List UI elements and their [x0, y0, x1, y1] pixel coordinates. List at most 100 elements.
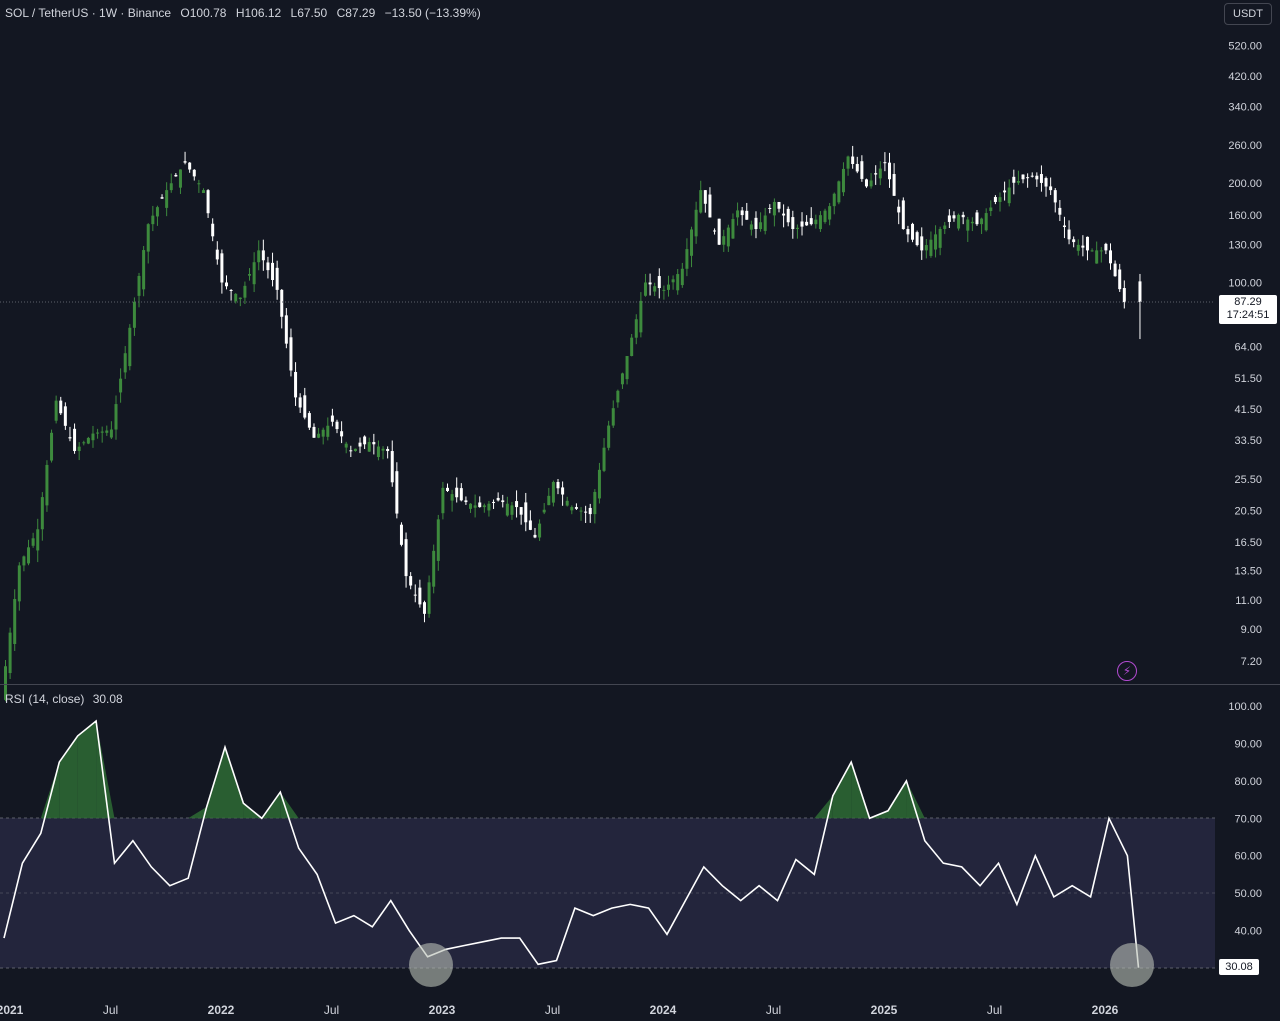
- price-tick-label: 7.20: [1241, 656, 1262, 668]
- candle-body: [685, 249, 689, 269]
- candle-body: [676, 274, 680, 291]
- candle-body: [225, 282, 228, 287]
- candle-body: [782, 213, 786, 216]
- candle-body: [653, 286, 657, 292]
- candle-body: [252, 262, 256, 285]
- candle-body: [1072, 239, 1076, 243]
- candle-body: [1007, 187, 1011, 204]
- candle-body: [1138, 281, 1142, 303]
- candle-body: [570, 507, 574, 511]
- currency-button[interactable]: USDT: [1224, 3, 1272, 25]
- candle-body: [625, 356, 629, 380]
- candle-body: [754, 217, 758, 230]
- candle-body: [703, 190, 707, 204]
- candle-body: [828, 206, 832, 220]
- candle-body: [1062, 225, 1066, 228]
- candle-body: [418, 587, 422, 605]
- candle-body: [768, 208, 772, 210]
- candle-body: [151, 215, 155, 225]
- candle-body: [809, 218, 813, 225]
- time-tick-label: Jul: [987, 1003, 1002, 1017]
- candle-body: [427, 582, 431, 614]
- candle-body: [294, 371, 298, 398]
- candle-body: [376, 446, 380, 458]
- candle-body: [261, 250, 265, 261]
- candle-body: [620, 373, 624, 385]
- candle-body: [473, 505, 477, 508]
- candle-body: [1067, 229, 1071, 240]
- candle-body: [211, 223, 215, 237]
- candle-body: [243, 285, 247, 298]
- candle-body: [289, 337, 293, 371]
- candle-body: [648, 282, 652, 285]
- candle-body: [694, 209, 698, 237]
- candle-body: [77, 446, 81, 452]
- rsi-legend[interactable]: RSI (14, close) 30.08: [5, 692, 128, 706]
- candle-body: [602, 447, 606, 471]
- candle-body: [464, 500, 468, 503]
- candle-body: [708, 194, 712, 218]
- candle-body: [344, 443, 348, 448]
- candle-body: [59, 400, 63, 414]
- candle-body: [492, 501, 496, 503]
- candle-body: [699, 190, 703, 213]
- lightning-icon[interactable]: ⚡: [1117, 661, 1137, 681]
- candle-body: [731, 219, 735, 239]
- price-tick-label: 9.00: [1241, 624, 1262, 636]
- candle-body: [238, 297, 242, 300]
- price-axis: 520.00 420.00 340.00 260.00 200.00 160.00 130.…: [1228, 40, 1262, 668]
- candle-body: [634, 319, 638, 338]
- bar-countdown: 17:24:51: [1226, 309, 1270, 321]
- candle-body: [284, 315, 288, 344]
- last-price-label: 87.29 17:24:51: [1219, 295, 1277, 324]
- candle-body: [855, 163, 859, 172]
- candle-body: [441, 487, 445, 514]
- candle-body: [519, 507, 523, 515]
- candle-body: [1026, 177, 1030, 179]
- candle-body: [1104, 243, 1108, 251]
- candle-body: [915, 232, 919, 246]
- candle-body: [413, 594, 417, 596]
- candle-body: [1085, 236, 1089, 251]
- candle-body: [13, 599, 17, 644]
- candle-body: [137, 275, 141, 296]
- candle-body: [201, 190, 205, 193]
- time-tick-label: 2023: [429, 1003, 456, 1017]
- candle-body: [841, 168, 845, 193]
- candle-body: [349, 450, 353, 452]
- price-tick-label: 51.50: [1234, 373, 1262, 385]
- candle-body: [556, 481, 560, 489]
- candle-body: [597, 469, 601, 499]
- candle-body: [469, 503, 473, 509]
- candle-body: [607, 425, 611, 448]
- candle-body: [542, 509, 546, 513]
- rsi-fill-segment: [832, 762, 852, 819]
- candle-body: [31, 538, 35, 546]
- candle-body: [791, 217, 795, 230]
- candle-body: [206, 190, 210, 214]
- ohlc-change: −13.50 (−13.39%): [384, 6, 481, 20]
- candle-body: [96, 432, 100, 434]
- candle-body: [450, 494, 454, 501]
- price-tick-label: 260.00: [1228, 140, 1262, 152]
- symbol-name[interactable]: SOL / TetherUS · 1W · Binance: [5, 6, 172, 20]
- candle-body: [538, 523, 542, 538]
- candle-body: [947, 215, 951, 222]
- price-tick-label: 33.50: [1234, 435, 1262, 447]
- candle-body: [174, 174, 178, 177]
- candle-body: [367, 442, 371, 452]
- candle-body: [248, 274, 252, 276]
- candle-body: [1053, 190, 1057, 203]
- candle-body: [478, 502, 482, 508]
- candle-body: [989, 207, 993, 212]
- candle-body: [524, 502, 528, 523]
- candle-body: [901, 200, 905, 230]
- price-tick-label: 200.00: [1228, 178, 1262, 190]
- candle-body: [588, 507, 592, 515]
- candle-body: [837, 181, 841, 203]
- candle-body: [358, 442, 362, 447]
- candle-body: [860, 161, 864, 179]
- candle-body: [1035, 175, 1039, 180]
- candle-body: [736, 210, 740, 218]
